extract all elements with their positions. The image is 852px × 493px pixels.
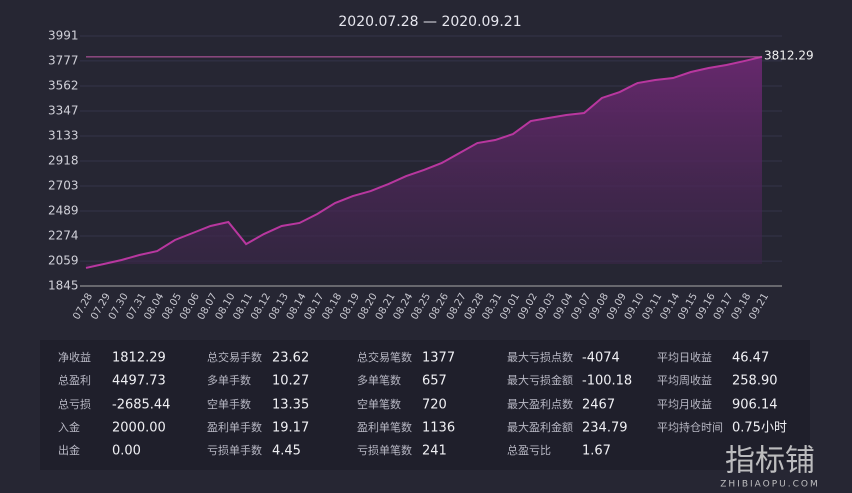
stat-value: -4074 bbox=[582, 351, 620, 366]
stat-value: 1.67 bbox=[582, 444, 611, 459]
stat-label: 盈利单手数 bbox=[207, 420, 262, 434]
stat-value: 234.79 bbox=[582, 421, 628, 436]
watermark-title: 指标铺 bbox=[725, 444, 815, 479]
y-tick-label: 2274 bbox=[48, 229, 79, 243]
watermark-url: ZHIBIAOPU.COM bbox=[720, 480, 820, 490]
stat-value: 258.90 bbox=[732, 374, 778, 389]
stat-value: 4.45 bbox=[272, 444, 301, 459]
stat-value: 657 bbox=[422, 374, 447, 389]
stat-label: 最大盈利金额 bbox=[507, 420, 573, 434]
stat-label: 最大亏损金额 bbox=[507, 373, 573, 387]
stat-value: 46.47 bbox=[732, 351, 769, 366]
y-tick-label: 3347 bbox=[48, 104, 79, 118]
stat-label: 总亏损 bbox=[58, 397, 91, 411]
stat-label: 空单手数 bbox=[207, 397, 251, 411]
y-tick-label: 2059 bbox=[48, 254, 79, 268]
area bbox=[86, 56, 762, 268]
stat-label: 入金 bbox=[58, 420, 80, 434]
stat-label: 平均持仓时间 bbox=[657, 420, 723, 434]
stat-label: 净收益 bbox=[58, 350, 91, 364]
stat-value: 0.00 bbox=[112, 444, 141, 459]
stat-value: -100.18 bbox=[582, 374, 632, 389]
stat-value: 0.75小时 bbox=[732, 421, 787, 436]
y-tick-label: 3991 bbox=[48, 29, 79, 43]
chart-title: 2020.07.28 — 2020.09.21 bbox=[338, 14, 521, 30]
y-tick-label: 3777 bbox=[48, 53, 79, 67]
stat-value: 2000.00 bbox=[112, 421, 166, 436]
y-tick-label: 2489 bbox=[48, 203, 79, 217]
stat-label: 空单笔数 bbox=[357, 397, 401, 411]
stat-value: 1377 bbox=[422, 351, 455, 366]
y-tick-label: 3133 bbox=[48, 128, 79, 142]
y-tick-label: 2703 bbox=[48, 179, 79, 193]
stats-panel bbox=[40, 340, 810, 470]
y-tick-label: 3562 bbox=[48, 78, 79, 92]
stat-value: 2467 bbox=[582, 398, 615, 413]
stat-value: 720 bbox=[422, 398, 447, 413]
stat-label: 盈利单笔数 bbox=[357, 420, 412, 434]
stat-value: 23.62 bbox=[272, 351, 309, 366]
stat-label: 最大盈利点数 bbox=[507, 397, 573, 411]
stat-value: 906.14 bbox=[732, 398, 778, 413]
stat-label: 最大亏损点数 bbox=[507, 350, 573, 364]
stat-value: 19.17 bbox=[272, 421, 309, 436]
stat-label: 多单笔数 bbox=[357, 373, 401, 387]
stat-value: 13.35 bbox=[272, 398, 309, 413]
stat-value: 1812.29 bbox=[112, 351, 166, 366]
stat-label: 亏损单笔数 bbox=[357, 443, 412, 457]
y-tick-label: 1845 bbox=[48, 279, 79, 293]
stat-value: 10.27 bbox=[272, 374, 309, 389]
stat-value: 241 bbox=[422, 444, 447, 459]
y-tick-label: 2918 bbox=[48, 154, 79, 168]
stat-value: -2685.44 bbox=[112, 398, 170, 413]
stat-label: 平均日收益 bbox=[657, 350, 712, 364]
stat-label: 多单手数 bbox=[207, 373, 251, 387]
stat-value: 1136 bbox=[422, 421, 455, 436]
stat-label: 总交易手数 bbox=[207, 350, 262, 364]
line bbox=[85, 55, 763, 269]
stat-label: 出金 bbox=[58, 443, 80, 457]
stat-label: 平均月收益 bbox=[657, 397, 712, 411]
mark-line-label: 3812.29 bbox=[764, 48, 814, 62]
stat-label: 亏损单手数 bbox=[207, 443, 262, 457]
stat-label: 总交易笔数 bbox=[357, 350, 412, 364]
stat-label: 平均周收益 bbox=[657, 373, 712, 387]
stat-label: 总盈利 bbox=[58, 373, 91, 387]
stat-label: 总盈亏比 bbox=[507, 443, 551, 457]
stat-value: 4497.73 bbox=[112, 374, 166, 389]
